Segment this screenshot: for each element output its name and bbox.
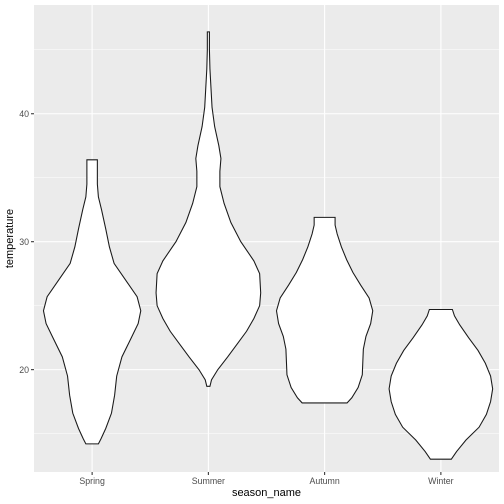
violin-spring	[42, 159, 142, 445]
x-tick-label: Summer	[192, 476, 225, 486]
y-tick-label: 20	[19, 365, 29, 375]
y-axis: 20 30 40	[19, 109, 34, 375]
x-tick-label: Autumn	[309, 476, 339, 486]
x-tick-label: Spring	[79, 476, 105, 486]
violins	[42, 31, 494, 460]
y-tick-label: 40	[19, 109, 29, 119]
y-tick-label: 30	[19, 237, 29, 247]
x-axis-title: season_name	[232, 487, 301, 499]
violin-autumn	[275, 216, 374, 404]
violin-winter	[388, 308, 494, 460]
y-axis-title: temperature	[4, 209, 16, 268]
x-axis: Spring Summer Autumn Winter	[79, 472, 454, 486]
x-tick-label: Winter	[428, 476, 453, 486]
violin-summer	[155, 31, 262, 387]
